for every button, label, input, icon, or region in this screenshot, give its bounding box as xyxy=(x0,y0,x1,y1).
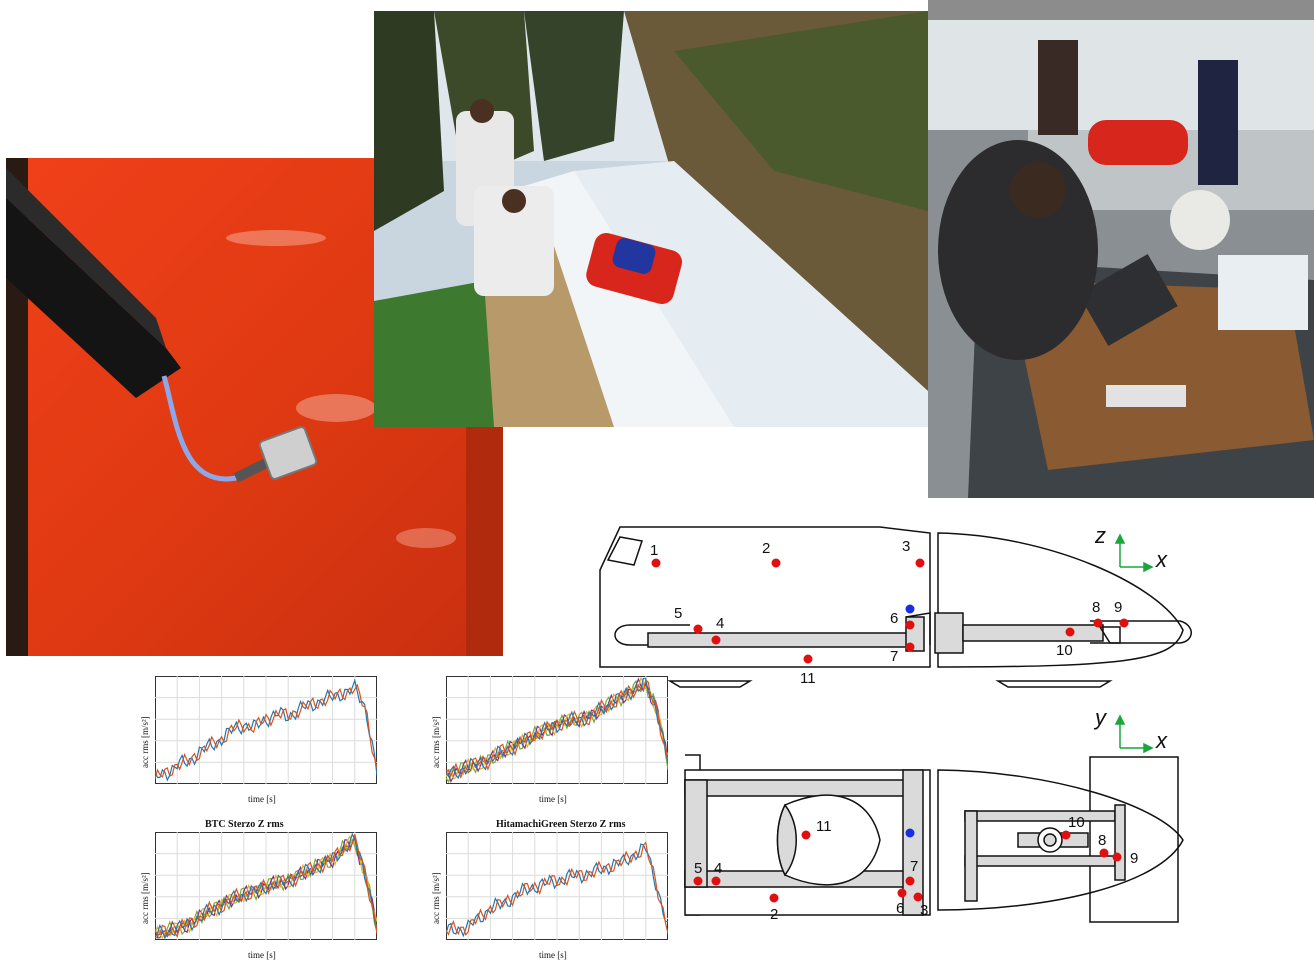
top-sensor-label-10: 10 xyxy=(1068,814,1085,831)
sensor-point-2 xyxy=(771,558,781,568)
sensor-label-5: 5 xyxy=(674,605,682,622)
top-sensor-label-5: 5 xyxy=(694,860,702,877)
reference-point-side xyxy=(905,604,915,614)
sensor-point-1 xyxy=(651,558,661,568)
top-sensor-point-3 xyxy=(913,892,923,902)
track-photo xyxy=(374,11,928,427)
top-sensor-label-7: 7 xyxy=(910,858,918,875)
top-sensor-label-6: 6 xyxy=(896,900,904,917)
side-axis-z-label: z xyxy=(1094,523,1106,548)
chart-title: HitamachiGreen Sterzo Z rms xyxy=(496,819,626,830)
sensor-point-11 xyxy=(803,654,813,664)
top-sensor-label-4: 4 xyxy=(714,860,722,877)
series-line xyxy=(155,834,377,939)
sensor-point-3 xyxy=(915,558,925,568)
top-sensor-point-10 xyxy=(1061,830,1071,840)
chart-xlabel: time [s] xyxy=(539,950,567,960)
sensor-label-2: 2 xyxy=(762,540,770,557)
top-sensor-point-11 xyxy=(801,830,811,840)
sensor-label-6: 6 xyxy=(890,610,898,627)
top-sensor-label-3: 3 xyxy=(920,902,928,919)
series-line xyxy=(155,835,377,939)
sensor-point-8 xyxy=(1093,618,1103,628)
side-axis-x-label: x xyxy=(1155,547,1168,572)
chart-xlabel: time [s] xyxy=(539,794,567,804)
sensor-label-4: 4 xyxy=(716,615,724,632)
sensor-point-7 xyxy=(905,642,915,652)
chart-ylabel: acc rms [m/s²] xyxy=(140,872,150,924)
bobsleigh-diagram: z x y x 1 2 3 4 5 6 7 8 9 10 11 11 5 4 7 6 3 2 10 8 9 xyxy=(590,515,1210,935)
sensor-point-9 xyxy=(1119,618,1129,628)
series-line xyxy=(446,677,668,780)
series-line xyxy=(446,678,668,779)
top-sensor-label-9: 9 xyxy=(1130,850,1138,867)
top-axis-x-label: x xyxy=(1155,728,1168,753)
top-sensor-point-9 xyxy=(1112,852,1122,862)
sensor-label-3: 3 xyxy=(902,538,910,555)
top-axes-icon xyxy=(1114,714,1154,754)
sensor-label-8: 8 xyxy=(1092,599,1100,616)
top-axis-y-label: y xyxy=(1093,705,1108,730)
sensor-label-1: 1 xyxy=(650,542,658,559)
sensor-label-10: 10 xyxy=(1056,642,1073,659)
sensor-point-10 xyxy=(1065,627,1075,637)
sensor-label-9: 9 xyxy=(1114,599,1122,616)
sensor-point-4 xyxy=(711,635,721,645)
chart-xlabel: time [s] xyxy=(248,950,276,960)
chart-ylabel: acc rms [m/s²] xyxy=(431,872,441,924)
top-sensor-point-5 xyxy=(693,876,703,886)
chart-plot xyxy=(446,676,668,784)
sensor-point-6 xyxy=(905,620,915,630)
sensor-point-5 xyxy=(693,624,703,634)
top-sensor-point-4 xyxy=(711,876,721,886)
chart-plot xyxy=(155,676,377,784)
chart-ylabel: acc rms [m/s²] xyxy=(431,716,441,768)
top-sensor-point-8 xyxy=(1099,848,1109,858)
top-sensor-label-2: 2 xyxy=(770,906,778,923)
top-sensor-label-11: 11 xyxy=(816,818,832,835)
top-sensor-point-7 xyxy=(905,876,915,886)
top-view xyxy=(684,754,1184,923)
sensor-label-7: 7 xyxy=(890,648,898,665)
chart-xlabel: time [s] xyxy=(248,794,276,804)
chart-plot xyxy=(446,832,668,940)
chart-ylabel: acc rms [m/s²] xyxy=(140,716,150,768)
top-sensor-point-6 xyxy=(897,888,907,898)
top-sensor-point-2 xyxy=(769,893,779,903)
series-line xyxy=(446,841,668,937)
chart-title: BTC Sterzo Z rms xyxy=(205,819,284,830)
sensor-label-11: 11 xyxy=(800,670,816,687)
top-sensor-label-8: 8 xyxy=(1098,832,1106,849)
series-line xyxy=(155,683,377,779)
side-axes-icon xyxy=(1114,533,1154,573)
lab-photo xyxy=(928,0,1314,498)
series-line xyxy=(155,832,377,940)
chart-plot xyxy=(155,832,377,940)
reference-point-top xyxy=(905,828,915,838)
